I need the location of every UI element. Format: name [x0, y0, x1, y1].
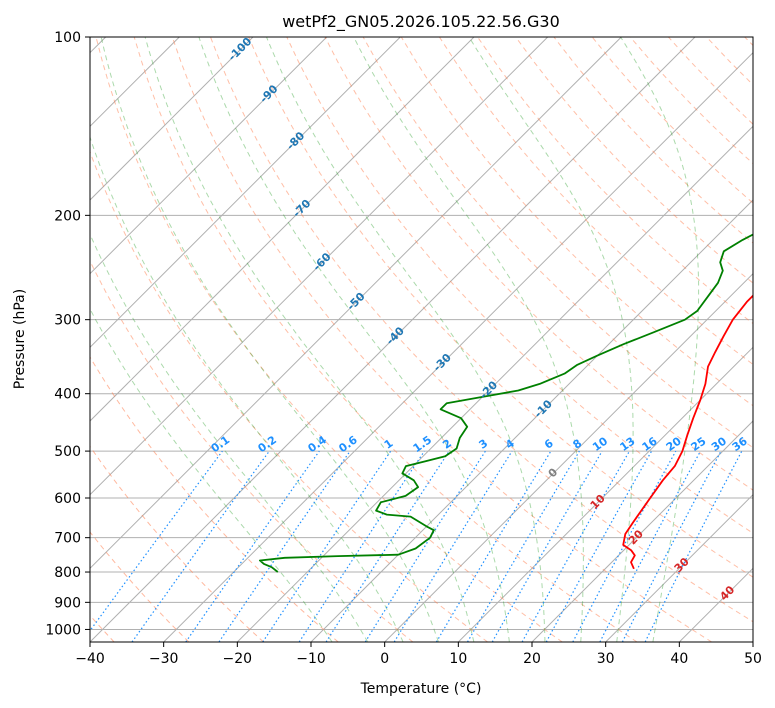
mixing-ratio-line	[185, 450, 320, 642]
x-tick-label: −10	[296, 651, 326, 667]
isotherm-line	[163, 51, 753, 642]
mixing-ratio-line	[262, 450, 392, 642]
moist-adiabat-line	[353, 37, 584, 642]
x-tick-label: −40	[75, 651, 105, 667]
dry-adiabat-line	[438, 37, 753, 366]
x-tick-label: 20	[523, 651, 541, 667]
y-tick-label: 1000	[45, 622, 81, 638]
moist-adiabat-line	[144, 37, 475, 642]
y-tick-label: 600	[54, 491, 81, 507]
y-tick-label: 800	[54, 565, 81, 581]
grid-lines	[90, 37, 753, 630]
y-tick-label: 400	[54, 387, 81, 403]
y-tick-label: 100	[54, 30, 81, 46]
isotherm-line	[90, 37, 401, 349]
x-tick-label: 30	[597, 651, 615, 667]
mixing-ratio-line	[393, 450, 513, 642]
isotherm-line	[384, 272, 753, 642]
mixing-ratio-line	[131, 450, 270, 642]
moist-adiabat-line	[90, 135, 404, 642]
x-tick-label: 40	[670, 651, 688, 667]
dry-adiabat-line	[90, 531, 190, 642]
sounding-profiles	[259, 233, 753, 573]
dry-adiabat-line	[90, 356, 339, 642]
isotherm-line	[90, 37, 549, 496]
mixing-ratio-line	[218, 450, 351, 642]
moist-adiabat-lines	[90, 37, 700, 642]
isotherm-line	[90, 37, 622, 570]
mixing-ratio-line	[298, 450, 425, 642]
y-tick-label: 300	[54, 313, 81, 329]
x-axis-ticks: −40 −30 −20 −10 0 10 20 30 40 50	[75, 642, 762, 667]
moist-adiabat-line	[100, 37, 439, 642]
y-tick-label: 200	[54, 208, 81, 224]
moist-adiabat-line	[620, 37, 700, 642]
y-tick-label: 500	[54, 444, 81, 460]
x-tick-label: 10	[449, 651, 467, 667]
dry-adiabat-line	[210, 37, 753, 623]
y-axis-ticks: 100 200 300 400 500 600 700 800 900 1000	[45, 30, 90, 638]
mixing-ratio-lines	[90, 450, 743, 642]
y-axis-label: Pressure (hPa)	[12, 289, 28, 389]
dry-adiabat-line	[171, 37, 712, 642]
isotherm-line	[90, 37, 475, 422]
skewed-isotherm-lines	[90, 37, 753, 642]
x-tick-label: 50	[744, 651, 762, 667]
dry-adiabat-line	[515, 37, 753, 284]
moist-adiabat-line	[90, 233, 369, 642]
dry-adiabat-line	[286, 37, 753, 534]
isotherm-line	[90, 37, 328, 275]
dry-adiabat-lines	[90, 37, 753, 642]
isotherm-line	[531, 420, 753, 642]
chart-title: wetPf2_GN05.2026.105.22.56.G30	[282, 12, 560, 32]
temperature-profile	[622, 294, 753, 570]
isotherm-line	[605, 493, 753, 642]
dry-adiabat-line	[90, 445, 264, 642]
mixing-ratio-line	[644, 450, 743, 642]
mixing-ratio-line	[90, 450, 223, 632]
mixing-ratio-line	[325, 450, 450, 642]
mixing-ratio-line	[545, 450, 653, 642]
x-axis-label: Temperature (°C)	[360, 681, 482, 697]
dry-adiabat-line	[90, 150, 488, 642]
dry-adiabat-line	[248, 37, 753, 578]
dry-adiabat-line	[400, 37, 753, 407]
dry-adiabat-line	[133, 37, 638, 642]
isotherm-line	[752, 641, 753, 642]
isotherm-line	[90, 37, 696, 642]
x-tick-label: −20	[223, 651, 253, 667]
plot-frame	[89, 36, 754, 643]
dewpoint-profile	[259, 233, 753, 573]
mixing-ratio-line	[572, 450, 677, 642]
isotherm-line	[90, 37, 254, 201]
moist-adiabat-line	[266, 37, 546, 642]
dry-adiabat-line	[95, 37, 563, 642]
dry-adiabat-line	[90, 259, 414, 642]
y-tick-label: 900	[54, 595, 81, 611]
mixing-ratio-line	[521, 450, 631, 642]
x-tick-label: −30	[149, 651, 179, 667]
isotherm-line	[236, 125, 753, 642]
y-tick-label: 700	[54, 531, 81, 547]
plot-background	[90, 37, 753, 642]
isotherm-line	[457, 346, 753, 642]
x-tick-label: 0	[380, 651, 389, 667]
